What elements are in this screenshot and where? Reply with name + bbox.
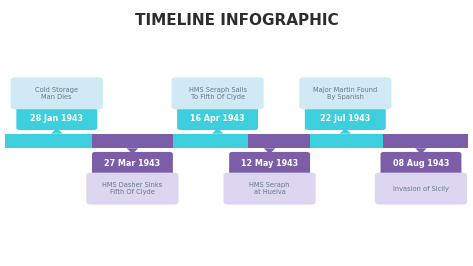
FancyBboxPatch shape	[173, 134, 248, 148]
Polygon shape	[340, 128, 351, 134]
FancyBboxPatch shape	[5, 134, 92, 148]
Text: Invasion of Sicily: Invasion of Sicily	[393, 186, 449, 192]
Polygon shape	[127, 148, 138, 154]
Text: 12 May 1943: 12 May 1943	[241, 159, 298, 168]
Polygon shape	[212, 128, 223, 134]
FancyBboxPatch shape	[305, 107, 385, 130]
FancyBboxPatch shape	[171, 77, 264, 109]
Text: 22 Jul 1943: 22 Jul 1943	[320, 114, 370, 123]
FancyBboxPatch shape	[229, 152, 310, 175]
Text: 08 Aug 1943: 08 Aug 1943	[393, 159, 449, 168]
FancyBboxPatch shape	[92, 134, 173, 148]
Text: HMS Dasher Sinks
Fifth Of Clyde: HMS Dasher Sinks Fifth Of Clyde	[102, 182, 163, 195]
Polygon shape	[264, 148, 275, 154]
Text: 27 Mar 1943: 27 Mar 1943	[105, 159, 160, 168]
FancyBboxPatch shape	[375, 173, 467, 205]
FancyBboxPatch shape	[310, 134, 383, 148]
FancyBboxPatch shape	[383, 134, 468, 148]
FancyBboxPatch shape	[87, 173, 179, 205]
Text: 28 Jan 1943: 28 Jan 1943	[30, 114, 83, 123]
Text: Cold Storage
Man Dies: Cold Storage Man Dies	[35, 87, 79, 100]
FancyBboxPatch shape	[16, 107, 97, 130]
FancyBboxPatch shape	[223, 173, 315, 205]
Text: Major Martin Found
By Spanish: Major Martin Found By Spanish	[313, 87, 377, 100]
FancyBboxPatch shape	[380, 152, 461, 175]
Polygon shape	[415, 148, 427, 154]
FancyBboxPatch shape	[10, 77, 103, 109]
Text: HMS Seraph
at Huelva: HMS Seraph at Huelva	[249, 182, 290, 195]
Polygon shape	[51, 128, 62, 134]
FancyBboxPatch shape	[299, 77, 391, 109]
Text: TIMELINE INFOGRAPHIC: TIMELINE INFOGRAPHIC	[135, 13, 338, 28]
Text: HMS Seraph Sails
To Fifth Of Clyde: HMS Seraph Sails To Fifth Of Clyde	[189, 87, 246, 100]
FancyBboxPatch shape	[248, 134, 310, 148]
FancyBboxPatch shape	[92, 152, 173, 175]
Text: 16 Apr 1943: 16 Apr 1943	[190, 114, 245, 123]
FancyBboxPatch shape	[177, 107, 258, 130]
